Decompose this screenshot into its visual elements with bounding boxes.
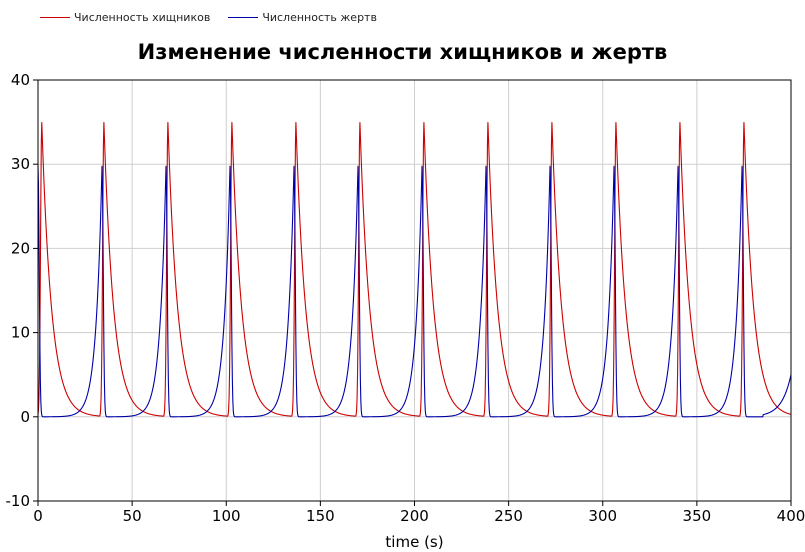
legend-swatch-predators: [40, 16, 70, 18]
legend-item-predators[interactable]: Численность хищников: [40, 11, 210, 24]
chart-title: Изменение численности хищников и жертв: [137, 40, 668, 64]
x-tick-label: 100: [212, 507, 241, 525]
y-tick-label: 30: [11, 155, 30, 173]
x-tick-label: 150: [306, 507, 335, 525]
x-tick-label: 200: [400, 507, 429, 525]
legend-item-prey[interactable]: Численность жертв: [228, 11, 377, 24]
series-line-predators: [37, 122, 792, 417]
x-tick-label: 400: [777, 507, 805, 525]
x-tick-label: 50: [123, 507, 142, 525]
series-line-prey: [37, 165, 792, 418]
legend-label-prey: Численность жертв: [262, 10, 377, 24]
legend: Численность хищников Численность жертв: [40, 8, 395, 26]
series-lines: [37, 122, 792, 418]
y-tick-label: 10: [11, 324, 30, 342]
y-tick-label: 40: [11, 71, 30, 89]
grid: [38, 80, 791, 501]
y-tick-label: 20: [11, 239, 30, 257]
y-tick-label: -10: [6, 492, 31, 510]
x-tick-label: 250: [494, 507, 523, 525]
x-tick-label: 350: [683, 507, 712, 525]
plot-frame: [37, 79, 792, 502]
x-tick-label: 300: [588, 507, 617, 525]
x-axis-label: time (s): [385, 533, 443, 551]
x-tick-label: 0: [33, 507, 43, 525]
legend-swatch-prey: [228, 16, 259, 18]
y-tick-label: 0: [20, 408, 30, 426]
legend-label-predators: Численность хищников: [74, 10, 211, 24]
